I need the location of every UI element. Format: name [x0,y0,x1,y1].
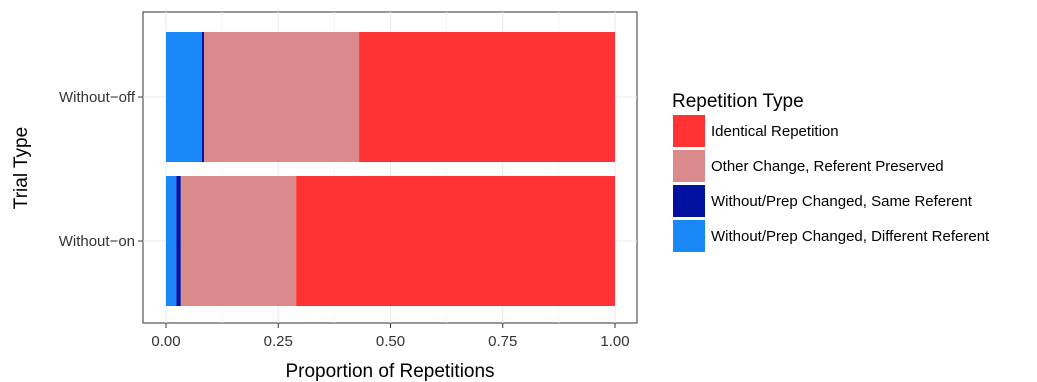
bar-without-off-without-prep-changed-same-referent [201,32,205,162]
bar-without-on-other-change-referent-preserved [180,176,297,306]
legend: Repetition Type Identical Repetition Othe… [672,91,990,252]
y-tick-label: Without−off [59,89,136,106]
x-tick-label: 0.25 [264,333,293,350]
legend-title: Repetition Type [672,91,804,112]
legend-key-other-change-referent-preserved [673,150,705,182]
x-tick-label: 0.50 [376,333,405,350]
bar-without-off-identical-repetition [359,32,615,162]
x-tick-label: 0.75 [488,333,517,350]
x-tick-label: 0.00 [151,333,180,350]
legend-label-other-change-referent-preserved: Other Change, Referent Preserved [711,158,944,175]
x-axis-title: Proportion of Repetitions [285,361,494,382]
bar-without-on-identical-repetition [296,176,615,306]
y-axis-title: Trial Type [11,127,32,209]
bar-without-off-without-prep-changed-different-referent [166,32,202,162]
bars [166,32,615,306]
x-axis: 0.00 0.25 0.50 0.75 1.00 [151,323,630,350]
legend-label-without-prep-changed-same-referent: Without/Prep Changed, Same Referent [711,193,973,210]
bar-without-off-other-change-referent-preserved [204,32,360,162]
x-tick-label: 1.00 [600,333,629,350]
y-axis: Without−off Without−on [59,89,143,250]
legend-key-without-prep-changed-same-referent [673,185,705,217]
legend-label-identical-repetition: Identical Repetition [711,123,839,140]
legend-key-without-prep-changed-different-referent [673,220,705,252]
legend-label-without-prep-changed-different-referent: Without/Prep Changed, Different Referent [711,228,990,245]
y-tick-label: Without−on [59,233,135,250]
legend-key-identical-repetition [673,115,705,147]
bar-without-on-without-prep-changed-different-referent [166,176,177,306]
bar-without-on-without-prep-changed-same-referent [176,176,181,306]
